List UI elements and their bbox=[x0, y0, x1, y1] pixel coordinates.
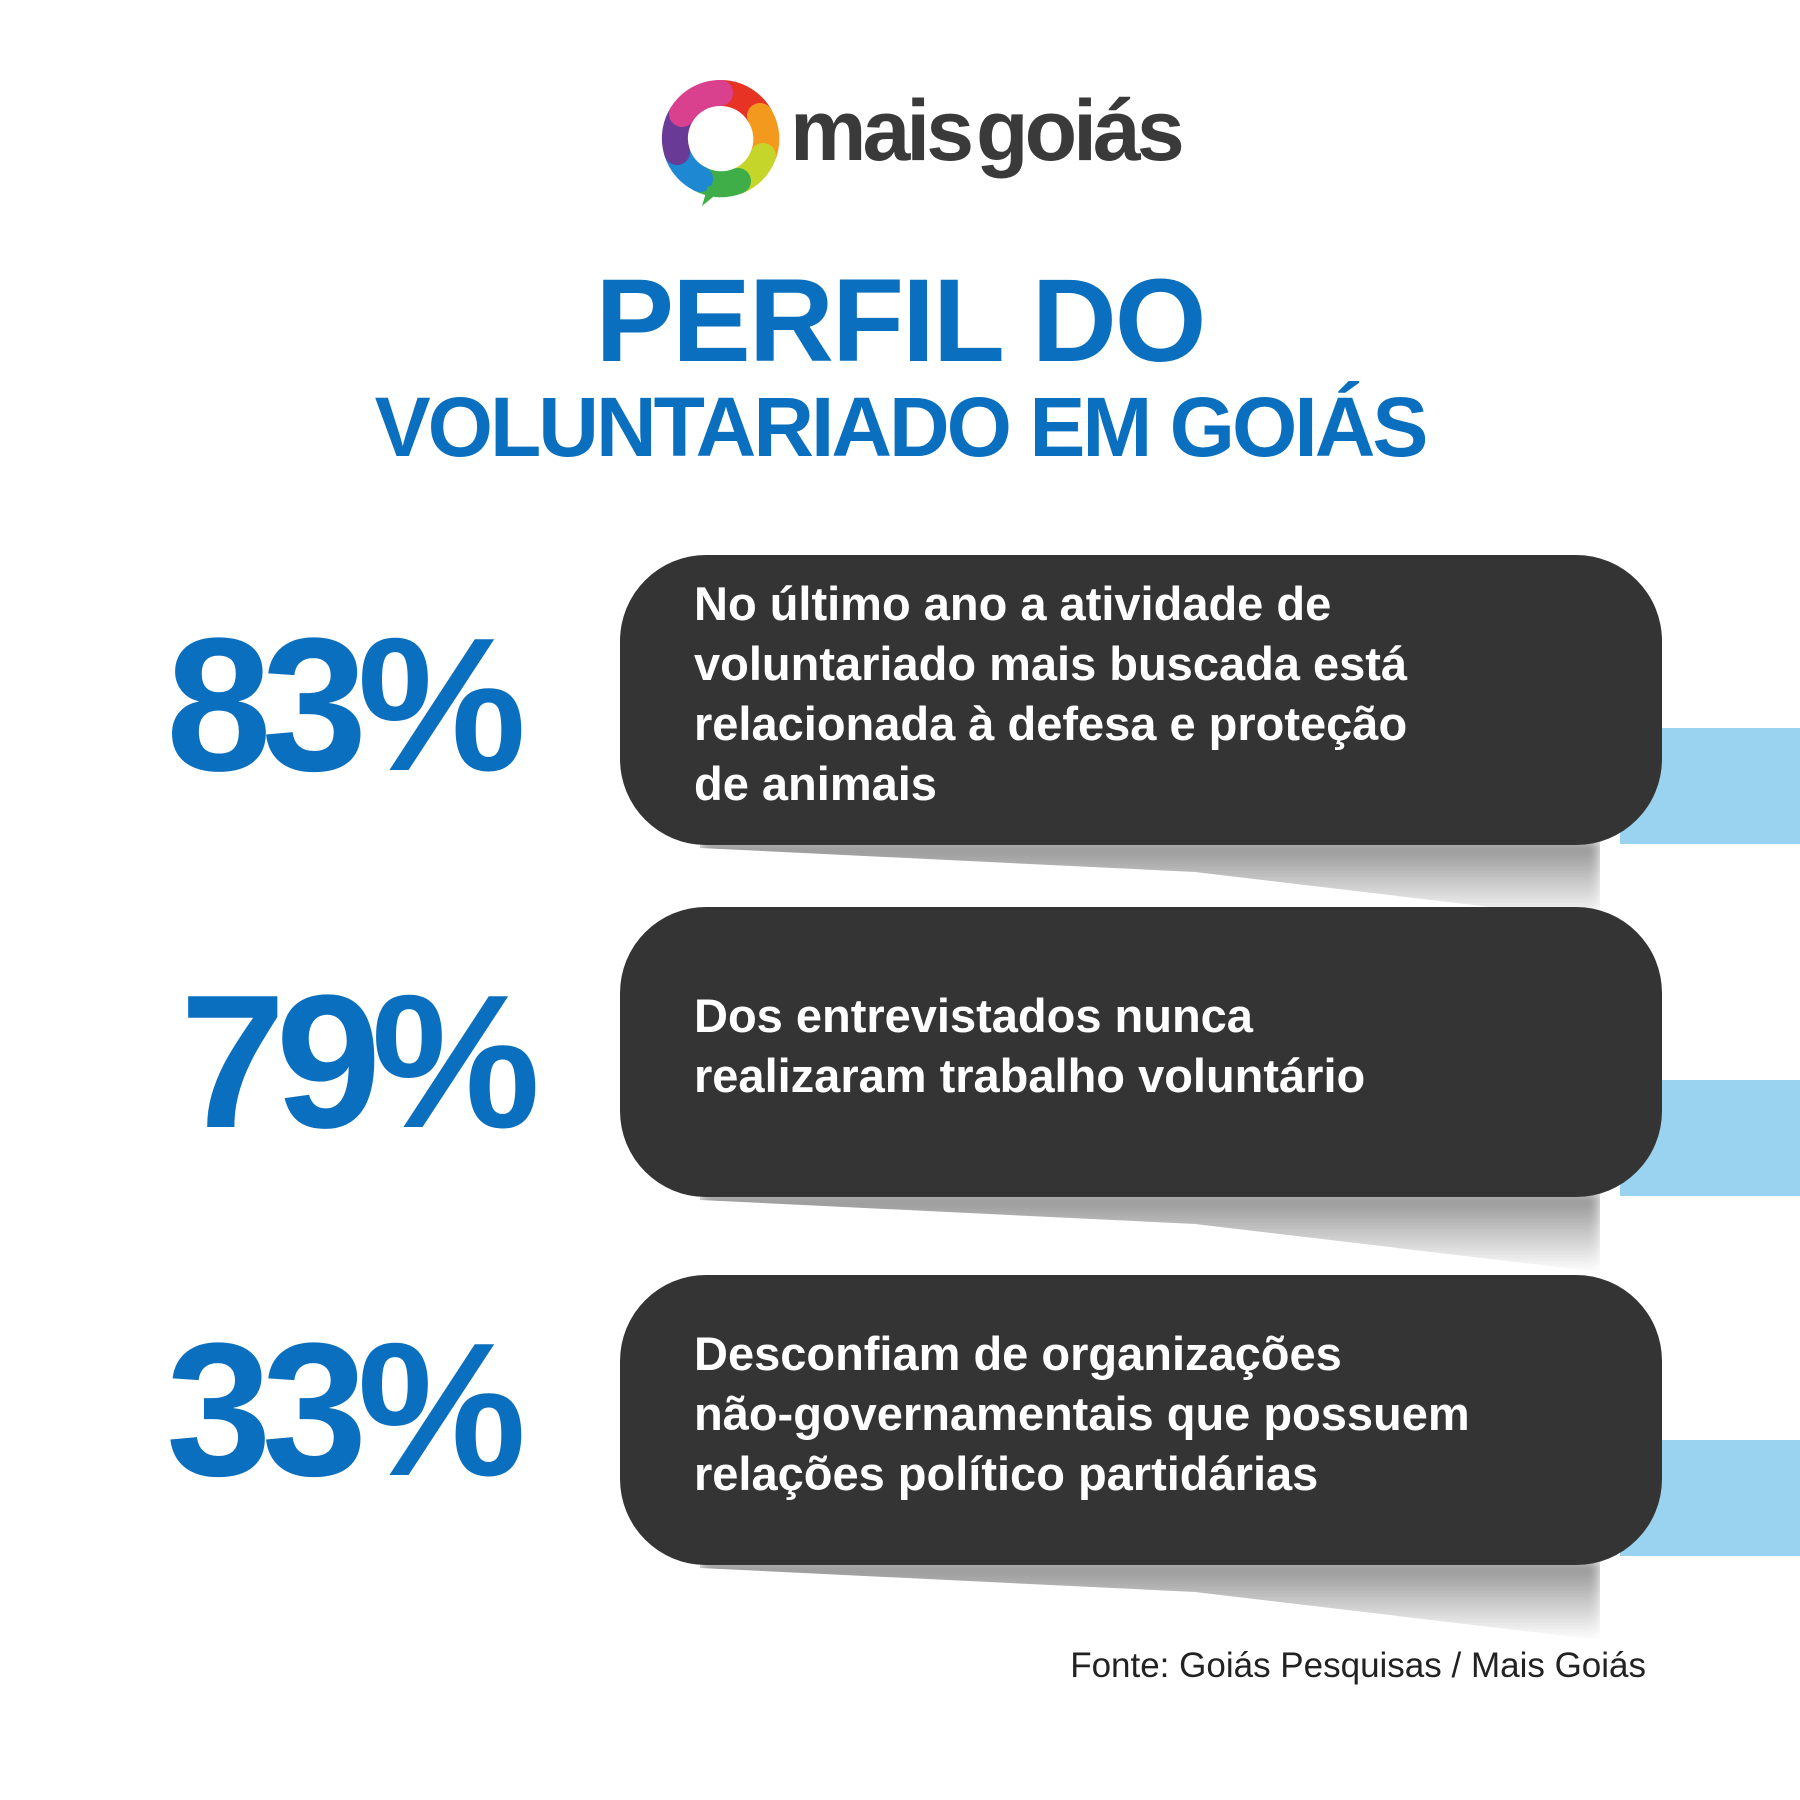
stat-description-pill: No último ano a atividade de voluntariad… bbox=[620, 555, 1662, 845]
stat-percent: 79% bbox=[180, 956, 540, 1168]
brand-word-mais: mais bbox=[790, 83, 974, 179]
page-title-line1: PERFIL DO bbox=[595, 255, 1206, 387]
stat-percent: 83% bbox=[166, 599, 526, 811]
pill-shadow bbox=[700, 1192, 1600, 1272]
stat-description: Desconfiam de organizações não-govername… bbox=[694, 1327, 1470, 1500]
rainbow-speech-ring-icon bbox=[661, 80, 780, 206]
stat-block-2: Dos entrevistados nunca realizaram traba… bbox=[0, 907, 1800, 1272]
stat-description: Dos entrevistados nunca realizaram traba… bbox=[694, 989, 1366, 1102]
stat-description: No último ano a atividade de voluntariad… bbox=[694, 577, 1408, 810]
page-title-line2: VOLUNTARIADO EM GOIÁS bbox=[374, 380, 1429, 474]
brand-word-goias: goiás bbox=[976, 83, 1185, 179]
brand-wordmark: maisgoiás bbox=[790, 88, 1185, 174]
source-credit: Fonte: Goiás Pesquisas / Mais Goiás bbox=[1070, 1646, 1646, 1685]
stat-description-pill: Desconfiam de organizações não-govername… bbox=[620, 1275, 1662, 1565]
stat-block-1: No último ano a atividade de voluntariad… bbox=[0, 555, 1800, 920]
stat-block-3: Desconfiam de organizações não-govername… bbox=[0, 1275, 1800, 1640]
brand-logo: maisgoiás bbox=[660, 78, 1185, 208]
pill-shadow bbox=[700, 1560, 1600, 1640]
stat-description-pill: Dos entrevistados nunca realizaram traba… bbox=[620, 907, 1662, 1197]
stat-percent: 33% bbox=[166, 1304, 526, 1516]
